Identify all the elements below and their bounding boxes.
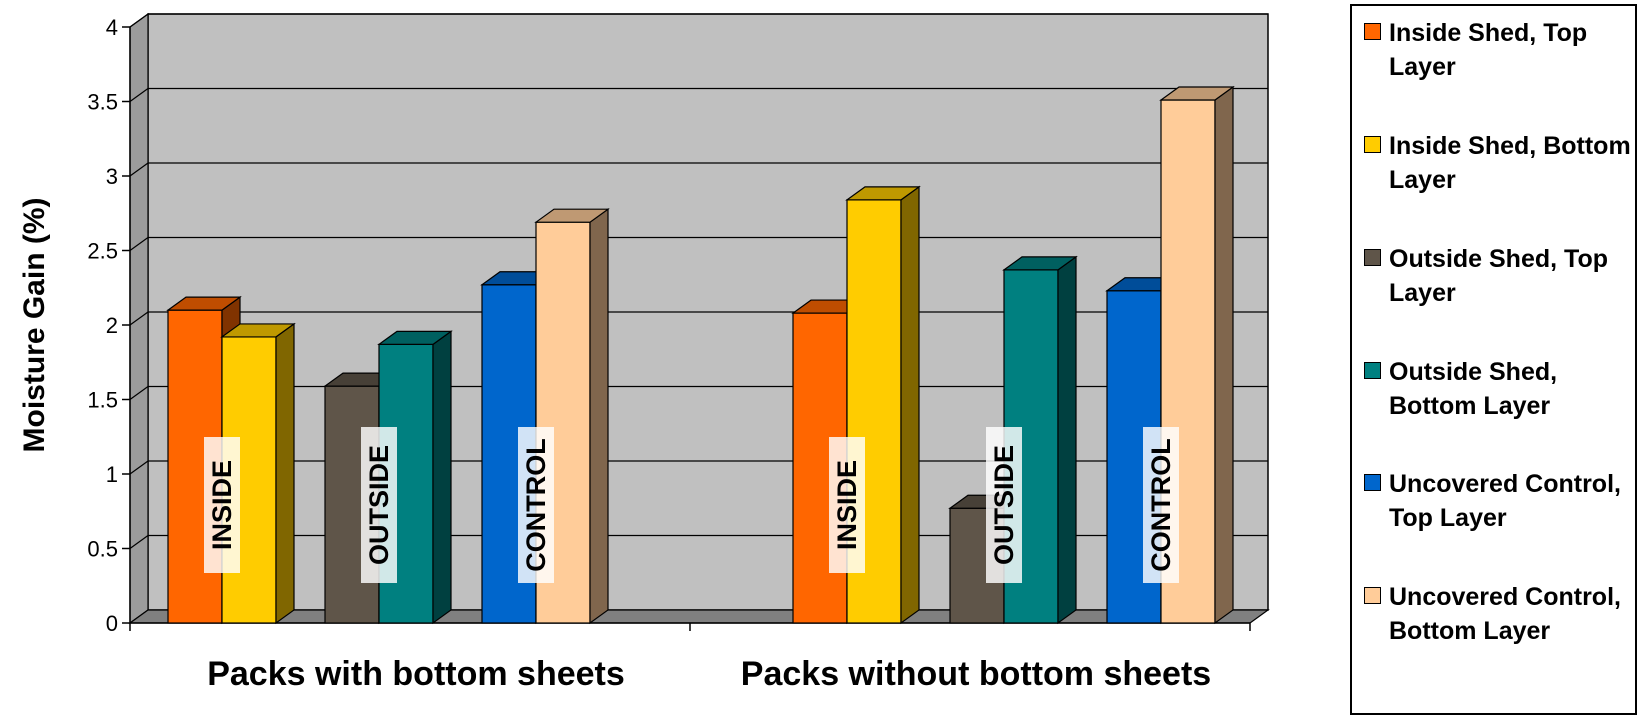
annotation-box: [204, 437, 240, 573]
annotation-box: [518, 427, 554, 583]
bar-top: [534, 208, 610, 223]
y-tick-label: 2: [106, 313, 118, 338]
bar-annotation: CONTROL: [518, 427, 554, 583]
legend-item: Uncovered Control, Top Layer: [1364, 467, 1641, 535]
legend-label: Inside Shed, Bottom Layer: [1389, 132, 1631, 194]
bar-top: [220, 323, 296, 338]
y-tick-label: 1: [106, 462, 118, 487]
bar-side: [432, 330, 452, 625]
y-axis-label: Moisture Gain (%): [18, 197, 51, 452]
annotation-text: INSIDE: [832, 460, 862, 550]
y-tick-label: 3.5: [87, 90, 118, 115]
annotation-text: CONTROL: [521, 438, 551, 571]
bar-side: [589, 208, 609, 625]
annotation-box: [829, 437, 865, 573]
bar: [220, 322, 296, 625]
legend-label: Outside Shed, Top Layer: [1389, 245, 1608, 307]
gridline: [129, 460, 149, 475]
legend-item: Outside Shed, Top Layer: [1364, 242, 1641, 310]
bar-annotation: OUTSIDE: [361, 427, 397, 583]
bar-side: [275, 322, 295, 625]
annotation-text: CONTROL: [1146, 438, 1176, 571]
annotation-box: [1143, 427, 1179, 583]
gridline: [129, 311, 149, 326]
y-tick-label: 1.5: [87, 388, 118, 413]
bar-top: [1002, 256, 1078, 271]
bar-side: [1214, 85, 1234, 625]
gridline: [129, 162, 149, 177]
x-category-labels: Packs with bottom sheets Packs without bo…: [207, 655, 1211, 693]
y-tick-label: 3: [106, 164, 118, 189]
legend-swatch: [1364, 587, 1381, 604]
y-tick-label: 2.5: [87, 239, 118, 264]
y-tick-label: 0: [106, 611, 118, 636]
gridline: [129, 237, 149, 251]
legend-label: Uncovered Control, Top Layer: [1389, 470, 1621, 532]
axes: [122, 26, 1251, 631]
y-tick-label: 4: [106, 15, 118, 40]
legend-swatch: [1364, 362, 1381, 379]
bar-annotation: INSIDE: [204, 437, 240, 573]
legend-swatch: [1364, 23, 1381, 40]
gridline: [129, 386, 149, 400]
plot-background: [128, 12, 1270, 625]
bar-annotations: INSIDE OUTSIDE CONTROL INSIDE OUTSIDE CONTROL: [204, 427, 1179, 583]
floor: [128, 609, 1270, 624]
legend-label: Uncovered Control, Bottom Layer: [1389, 583, 1621, 645]
annotation-text: OUTSIDE: [989, 445, 1019, 565]
gridline: [129, 13, 149, 28]
bar-annotation: INSIDE: [829, 437, 865, 573]
bar-annotation: CONTROL: [1143, 427, 1179, 583]
gridline: [129, 535, 149, 549]
legend-swatch: [1364, 136, 1381, 153]
annotation-text: INSIDE: [207, 460, 237, 550]
legend-swatch: [1364, 249, 1381, 266]
y-tick-labels: 0 0.5 1 1.5 2 2.5 3 3.5 4: [87, 15, 118, 636]
bar-top: [845, 186, 921, 201]
legend-label: Outside Shed, Bottom Layer: [1389, 358, 1558, 420]
annotation-box: [361, 427, 397, 583]
bar-side: [900, 185, 920, 625]
legend-item: Uncovered Control, Bottom Layer: [1364, 580, 1641, 648]
x-category-label: Packs without bottom sheets: [741, 655, 1211, 693]
legend-item: Outside Shed, Bottom Layer: [1364, 355, 1641, 423]
legend-label: Inside Shed, Top Layer: [1389, 19, 1588, 81]
legend-item: Inside Shed, Top Layer: [1364, 16, 1641, 84]
gridline: [129, 88, 149, 102]
bar-side: [1057, 255, 1077, 625]
y-tick-label: 0.5: [87, 537, 118, 562]
bar-top: [166, 296, 242, 311]
bar-annotation: OUTSIDE: [986, 427, 1022, 583]
legend: Inside Shed, Top Layer Inside Shed, Bott…: [1350, 4, 1637, 715]
bar-top: [1159, 86, 1235, 101]
annotation-box: [986, 427, 1022, 583]
legend-swatch: [1364, 474, 1381, 491]
bar: [1002, 255, 1078, 625]
annotation-text: OUTSIDE: [364, 445, 394, 565]
x-category-label: Packs with bottom sheets: [207, 655, 625, 693]
bar-top: [377, 330, 453, 345]
legend-item: Inside Shed, Bottom Layer: [1364, 129, 1641, 197]
